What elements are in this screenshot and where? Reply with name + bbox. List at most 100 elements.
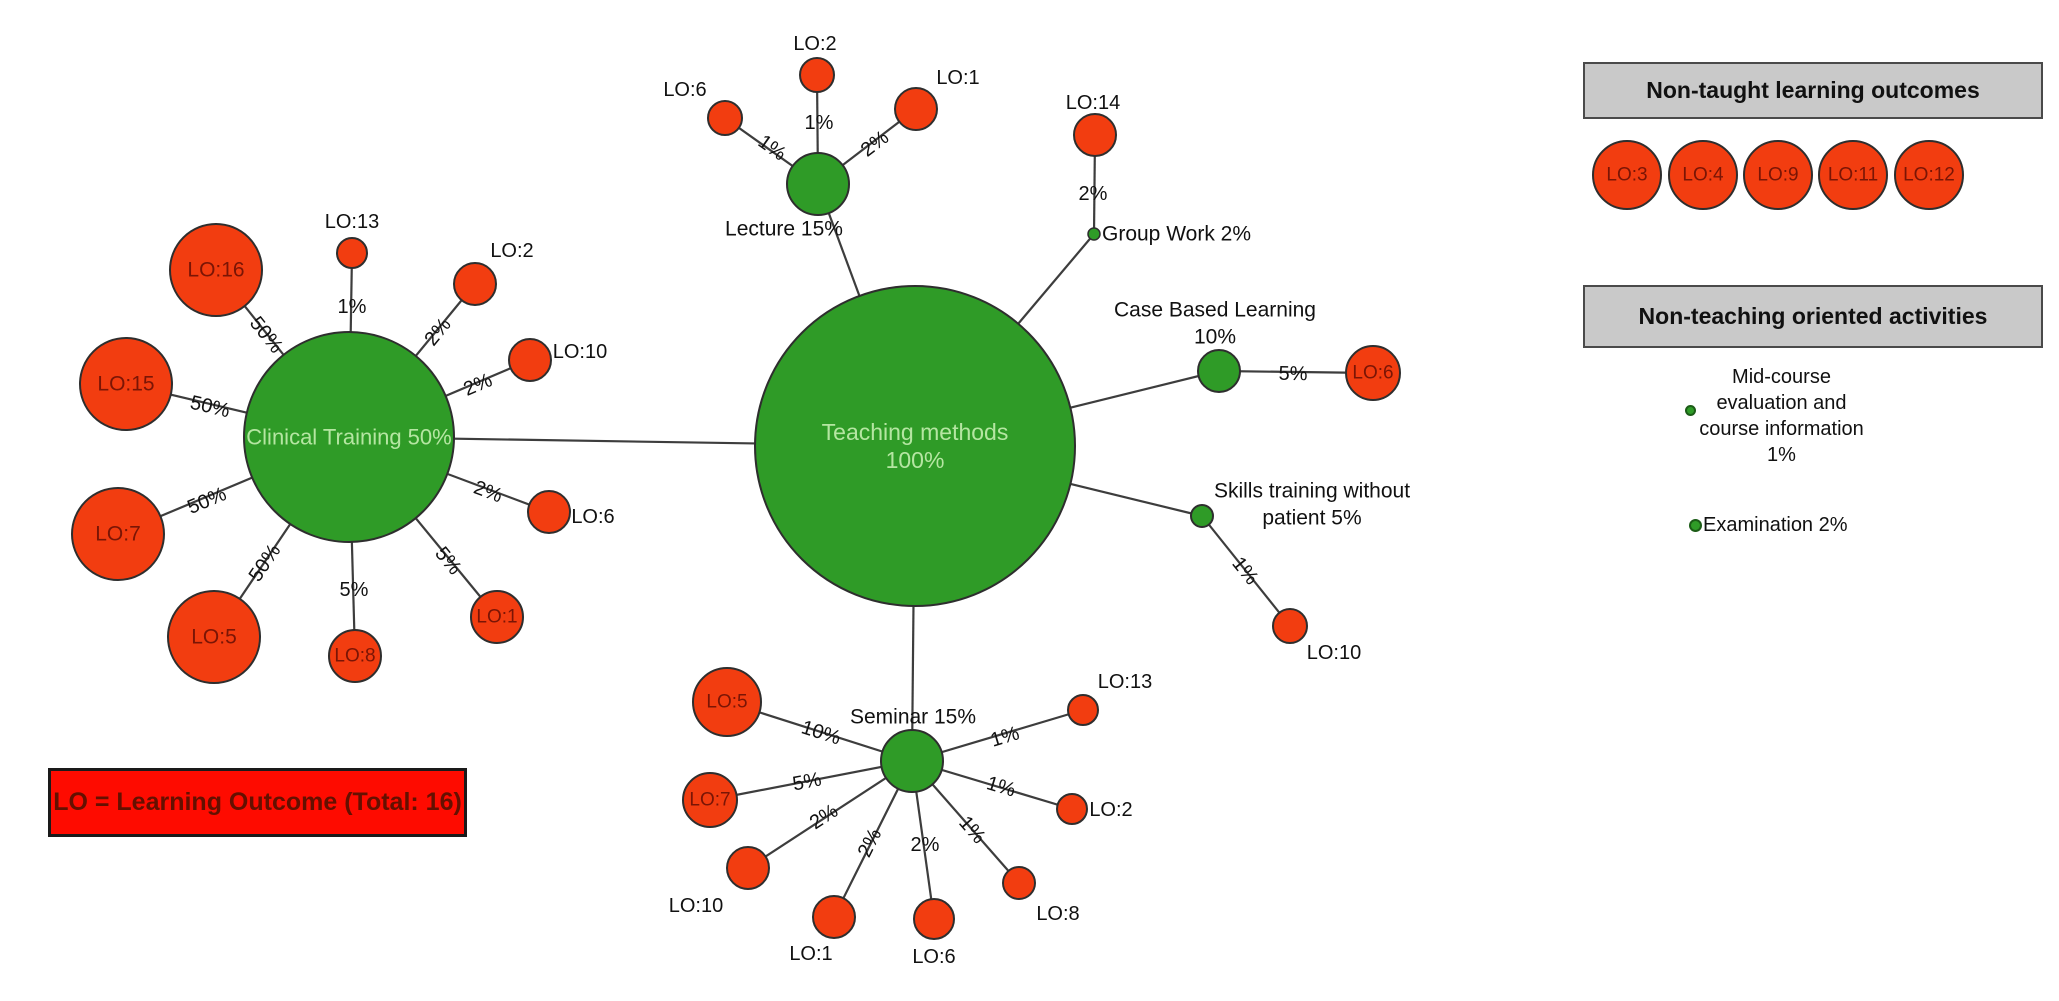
node-ext-label-cbl: Case Based Learning [1114,299,1316,322]
edge-weight-label: 1% [338,296,367,318]
midcourse-activity-dot [1685,405,1696,416]
node-sem-lo10 [726,846,770,890]
node-nt-lo4 [1668,140,1738,210]
edge-weight-label: 50% [245,540,286,586]
node-ext-label-clin-lo10: LO:10 [553,341,607,363]
node-nt-lo12 [1894,140,1964,210]
node-label-clin-lo5: LO:5 [191,626,237,649]
node-clin-lo1 [470,590,524,644]
node-clin-lo2 [453,262,497,306]
edge-weight-label: 5% [340,579,369,601]
node-ext-label-sem-lo2: LO:2 [1089,799,1132,821]
node-label-sem-lo5: LO:5 [706,692,747,713]
node-label-teaching: 100% [886,447,945,473]
edge-weight-label: 2% [1079,183,1108,205]
node-ext-label-lecture: Lecture 15% [725,218,843,241]
node-gw-lo14 [1073,113,1117,157]
node-clin-lo16 [169,223,263,317]
edge-weight-label: 2% [806,800,842,834]
node-nt-lo11 [1818,140,1888,210]
midcourse-line-2: evaluation and [1716,392,1847,414]
node-sem-lo1 [812,895,856,939]
node-skills [1190,504,1214,528]
node-label-clin-lo8: LO:8 [334,646,375,667]
edge-weight-label: 2% [471,477,506,508]
node-cbl [1197,349,1241,393]
node-sem-lo13 [1067,694,1099,726]
edge-weight-label: 50% [188,392,232,423]
edge-weight-label: 1% [988,722,1022,751]
node-teaching [754,285,1076,607]
node-nt-lo3 [1592,140,1662,210]
node-seminar [880,729,944,793]
node-cbl-lo6 [1345,345,1401,401]
node-lec-lo1 [894,87,938,131]
node-nt-lo9 [1743,140,1813,210]
edge-seminar-sem-lo10 [747,760,913,869]
node-sem-lo5 [692,667,762,737]
edge-weight-label: 2% [460,369,495,401]
midcourse-line-1: Mid-course [1732,366,1831,388]
node-clin-lo5 [167,590,261,684]
node-groupwork [1087,227,1101,241]
midcourse-line-4: 1% [1767,444,1796,466]
node-label-nt-lo11: LO:11 [1828,165,1878,186]
node-label-clin-lo7: LO:7 [95,523,141,546]
node-skills-lo10 [1272,608,1308,644]
node-lecture [786,152,850,216]
node-ext-label-sem-lo1: LO:1 [789,943,832,965]
node-ext-label-seminar: Seminar 15% [850,706,976,729]
node-clin-lo6 [527,490,571,534]
node-sem-lo2 [1056,793,1088,825]
node-label-sem-lo7: LO:7 [689,790,730,811]
node-clin-lo10 [508,338,552,382]
lo-legend-text: LO = Learning Outcome (Total: 16) [53,788,462,816]
midcourse-line-3: course information [1699,418,1864,440]
edge-weight-label: 2% [854,825,887,861]
midcourse-activity-label: Mid-course evaluation and course informa… [1659,364,1904,468]
node-ext-label-cbl: 10% [1194,326,1236,349]
node-ext-label-skills: Skills training without [1214,480,1410,503]
node-sem-lo7 [682,772,738,828]
lo-legend-box: LO = Learning Outcome (Total: 16) [48,768,467,837]
node-clin-lo15 [79,337,173,431]
examination-activity-label: Examination 2% [1703,514,1848,536]
node-ext-label-skills: patient 5% [1262,507,1361,530]
node-ext-label-sem-lo8: LO:8 [1036,903,1079,925]
node-label-nt-lo3: LO:3 [1606,165,1647,186]
node-ext-label-lec-lo2: LO:2 [793,33,836,55]
edge-seminar-sem-lo7 [709,759,913,802]
node-lec-lo2 [799,57,835,93]
edge-skills-skills-lo10 [1201,515,1291,627]
node-ext-label-skills-lo10: LO:10 [1307,642,1361,664]
node-label-cbl-lo6: LO:6 [1352,363,1393,384]
node-ext-label-clin-lo13: LO:13 [325,211,379,233]
edge-weight-label: 5% [1278,363,1307,385]
node-sem-lo6 [913,898,955,940]
node-ext-label-lec-lo1: LO:1 [936,67,979,89]
node-label-teaching: Teaching methods [822,419,1009,445]
node-sem-lo8 [1002,866,1036,900]
examination-activity-dot [1689,519,1702,532]
node-ext-label-sem-lo6: LO:6 [912,946,955,968]
edge-weight-label: 1% [984,772,1018,801]
node-clinical [243,331,455,543]
non-teaching-header: Non-teaching oriented activities [1583,285,2043,348]
node-clin-lo8 [328,629,382,683]
node-ext-label-sem-lo13: LO:13 [1098,671,1152,693]
node-label-nt-lo4: LO:4 [1682,165,1724,186]
edge-weight-label: 2% [911,834,940,856]
edge-weight-label: 1% [805,112,834,134]
non-taught-header: Non-taught learning outcomes [1583,62,2043,119]
node-lec-lo6 [707,100,743,136]
node-label-clin-lo1: LO:1 [476,607,517,628]
node-label-clin-lo15: LO:15 [97,373,154,396]
edge-weight-label: 50% [184,483,230,519]
node-ext-label-groupwork: Group Work 2% [1102,223,1251,246]
edge-weight-label: 5% [791,768,824,795]
edge-weight-label: 10% [799,716,844,749]
node-label-nt-lo9: LO:9 [1757,165,1798,186]
node-label-clin-lo16: LO:16 [187,259,244,282]
